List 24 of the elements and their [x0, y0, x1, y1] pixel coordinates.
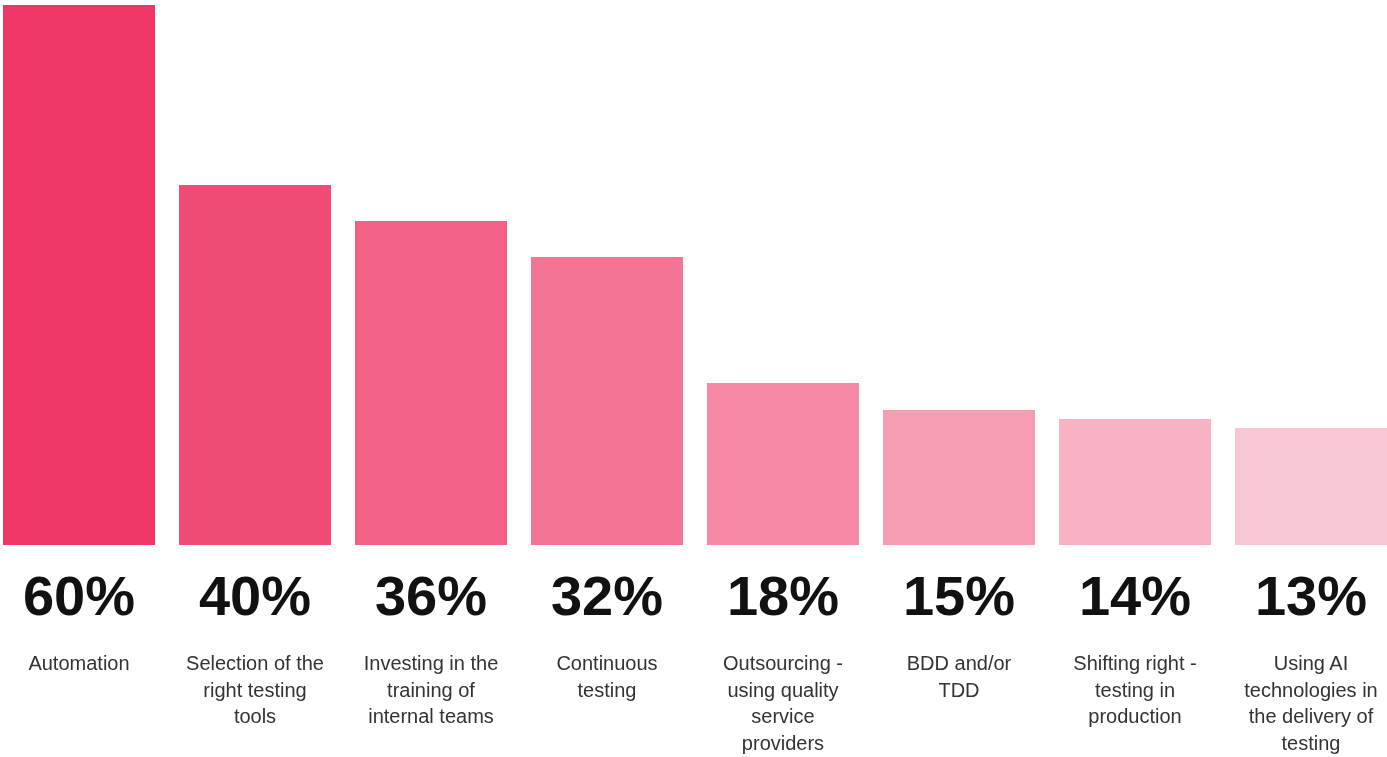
- x-tick-label: Selection of the right testing tools: [186, 652, 324, 727]
- data-label: 36%: [374, 564, 488, 627]
- x-tick-label: Shifting right - testing in production: [1073, 652, 1197, 727]
- data-label: 13%: [1254, 564, 1368, 627]
- x-tick-label: Automation: [28, 652, 130, 674]
- x-tick-label: BDD and/or TDD: [906, 652, 1012, 701]
- bar: [179, 185, 331, 545]
- data-label: 14%: [1078, 564, 1192, 627]
- x-tick-label: Continuous testing: [556, 652, 658, 701]
- bar: [707, 383, 859, 545]
- data-label: 60%: [22, 564, 136, 627]
- x-tick-label: Using AI technologies in the delivery of testing: [1244, 652, 1378, 754]
- bar: [531, 257, 683, 545]
- data-label: 40%: [198, 564, 312, 627]
- bar: [883, 410, 1035, 545]
- data-label: 18%: [726, 564, 840, 627]
- data-label: 32%: [550, 564, 664, 627]
- bar: [3, 5, 155, 545]
- x-tick-label: Investing in the training of internal teams: [363, 652, 499, 727]
- bar: [1059, 419, 1211, 545]
- data-label: 15%: [902, 564, 1016, 627]
- x-tick-label: Outsourcing - using quality service providers: [722, 652, 844, 754]
- bar: [1235, 428, 1387, 545]
- bar: [355, 221, 507, 545]
